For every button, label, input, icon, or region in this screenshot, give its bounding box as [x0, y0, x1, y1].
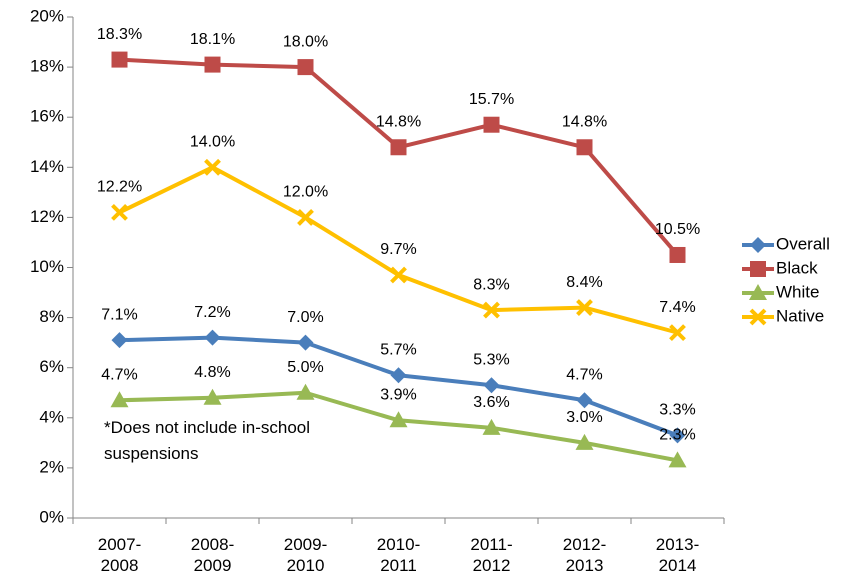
y-tick-label: 16% [30, 107, 64, 126]
marker [204, 329, 221, 346]
data-label: 3.6% [473, 394, 509, 411]
marker [204, 56, 221, 73]
y-tick-label: 8% [39, 307, 64, 326]
x-tick-label: 2012-2013 [562, 535, 607, 575]
y-tick-label: 14% [30, 157, 64, 176]
x-tick-label: 2009-2010 [283, 535, 328, 575]
marker [575, 433, 594, 450]
data-label: 5.7% [380, 341, 416, 358]
data-label: 12.2% [97, 179, 142, 196]
legend-marker [749, 284, 767, 300]
data-label: 12.0% [283, 184, 328, 201]
marker [482, 418, 501, 435]
legend-label: White [776, 282, 819, 301]
y-tick-label: 18% [30, 57, 64, 76]
legend-label: Black [776, 258, 818, 277]
x-tick-label: 2010-2011 [376, 535, 421, 575]
marker [576, 392, 593, 409]
data-label: 3.0% [566, 409, 602, 426]
marker [203, 388, 222, 405]
y-tick-label: 6% [39, 357, 64, 376]
y-tick-label: 4% [39, 407, 64, 426]
marker [669, 324, 686, 342]
marker [296, 383, 315, 400]
data-label: 4.8% [194, 364, 230, 381]
data-label: 7.4% [659, 299, 695, 316]
data-label: 15.7% [469, 91, 514, 108]
marker [669, 427, 686, 444]
marker [483, 377, 500, 394]
data-label: 4.7% [566, 366, 602, 383]
marker [111, 332, 128, 349]
x-tick-label: 2011-2012 [470, 535, 513, 575]
marker [297, 334, 314, 351]
data-label: 8.4% [566, 274, 602, 291]
data-label: 4.7% [101, 366, 137, 383]
data-label: 2.3% [659, 427, 695, 444]
marker [668, 451, 687, 468]
marker [297, 208, 314, 226]
marker [389, 411, 408, 428]
y-tick-label: 20% [30, 6, 64, 25]
data-label: 14.0% [190, 134, 235, 151]
data-label: 7.1% [101, 306, 137, 323]
legend-marker [750, 237, 766, 253]
x-tick-label: 2008-2009 [190, 535, 235, 575]
marker [483, 116, 500, 133]
annotation: *Does not include in-school suspensions [104, 418, 311, 463]
legend-marker [750, 261, 766, 277]
x-tick-label: 2013-2014 [655, 535, 700, 575]
legend-label: Native [776, 306, 824, 325]
y-tick-label: 0% [39, 507, 64, 526]
marker [669, 246, 686, 263]
x-tick-label: 2007-2008 [97, 535, 142, 575]
marker [390, 266, 407, 284]
y-tick-label: 12% [30, 207, 64, 226]
data-label: 8.3% [473, 276, 509, 293]
marker [576, 139, 593, 156]
legend-label: Overall [776, 234, 830, 253]
marker [390, 367, 407, 384]
data-label: 14.8% [562, 113, 607, 130]
y-tick-label: 2% [39, 457, 64, 476]
data-label: 5.3% [473, 351, 509, 368]
data-label: 18.1% [190, 31, 235, 48]
marker [111, 51, 128, 68]
data-label: 18.3% [97, 26, 142, 43]
marker [390, 139, 407, 156]
data-label: 7.2% [194, 304, 230, 321]
marker [483, 301, 500, 319]
data-label: 14.8% [376, 113, 421, 130]
data-label: 3.9% [380, 387, 416, 404]
data-label: 3.3% [659, 402, 695, 419]
data-label: 7.0% [287, 309, 323, 326]
y-tick-label: 10% [30, 257, 64, 276]
marker [576, 299, 593, 316]
marker [110, 391, 129, 408]
data-label: 9.7% [380, 241, 416, 258]
marker [204, 158, 221, 176]
data-label: 18.0% [283, 33, 328, 50]
data-label: 10.5% [655, 221, 700, 238]
marker [297, 59, 314, 76]
data-label: 5.0% [287, 359, 323, 376]
legend-marker [749, 308, 767, 326]
marker [111, 203, 128, 221]
series-line [119, 57, 680, 257]
